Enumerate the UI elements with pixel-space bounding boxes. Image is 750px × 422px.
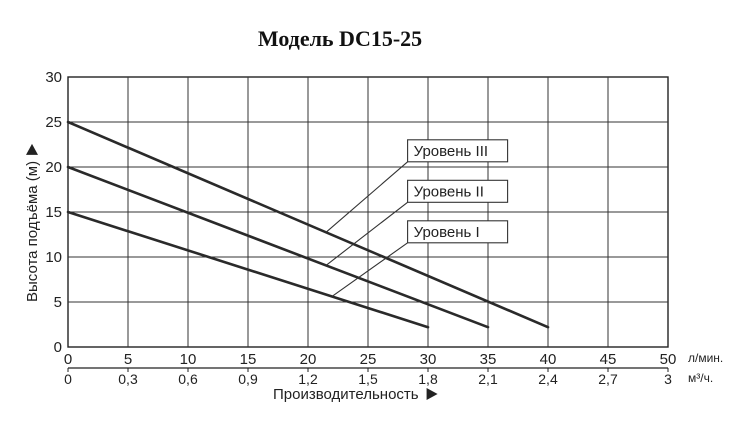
x-tick-label: 10 [180,351,197,368]
x2-tick-label: 2,1 [478,371,498,387]
y-axis-ticks: 0 5 10 15 20 25 30 [45,69,62,356]
x2-axis-unit: м³/ч. [688,371,713,385]
series-line [66,210,430,329]
x-axis-label: Производительность [273,386,419,403]
grid [67,76,669,369]
y-tick-label: 30 [45,69,62,86]
y-tick-label: 20 [45,159,62,176]
callout-box [407,139,509,163]
callout-leader [325,201,408,266]
x2-tick-label: 1,5 [358,371,378,387]
x2-axis-ticks: 0 0,3 0,6 0,9 1,2 1,5 1,8 2,1 2,4 2,7 3 [64,368,672,387]
y-axis-title: Высота подъёма (м) [24,143,41,302]
callout-label: Уровень III [414,143,488,160]
x2-tick-label: 0,3 [118,371,138,387]
y-tick-label: 0 [54,339,62,356]
x2-tick-label: 0 [64,371,72,387]
callout-label: Уровень I [414,224,480,241]
x-tick-label: 45 [600,351,617,368]
x2-tick-label: 0,6 [178,371,198,387]
callout-label: Уровень II [414,183,484,200]
callouts: Уровень III Уровень II Уровень I [325,139,509,297]
x2-tick-label: 0,9 [238,371,258,387]
x-tick-label: 35 [480,351,497,368]
x-tick-label: 40 [540,351,557,368]
x-tick-label: 5 [124,351,132,368]
callout-leader [331,242,408,297]
y-axis-arrow-icon [26,143,38,155]
series-line [66,165,490,329]
x-tick-label: 30 [420,351,437,368]
x2-tick-label: 2,4 [538,371,558,387]
chart-title: Модель DC15-25 [258,26,422,51]
x-axis-arrow-icon [426,388,438,400]
x-tick-label: 0 [64,351,72,368]
y-axis-label: Высота подъёма (м) [24,161,41,302]
x-tick-label: 20 [300,351,317,368]
series-lines [66,120,550,329]
callout-box [407,220,509,244]
x-tick-label: 15 [240,351,257,368]
callout-box [407,179,509,203]
y-tick-label: 10 [45,249,62,266]
x-axis-title: Производительность [273,386,438,403]
x-axis-ticks: 0 5 10 15 20 25 30 35 40 45 50 [64,351,677,368]
y-tick-label: 15 [45,204,62,221]
y-tick-label: 25 [45,114,62,131]
x-axis-unit: л/мин. [688,351,723,365]
callout-leader [325,161,408,233]
series-line [66,120,550,329]
x2-tick-label: 3 [664,371,672,387]
x2-tick-label: 2,7 [598,371,618,387]
x-tick-label: 25 [360,351,377,368]
x-tick-label: 50 [660,351,677,368]
y-tick-label: 5 [54,294,62,311]
x2-tick-label: 1,8 [418,371,438,387]
x2-tick-label: 1,2 [298,371,318,387]
